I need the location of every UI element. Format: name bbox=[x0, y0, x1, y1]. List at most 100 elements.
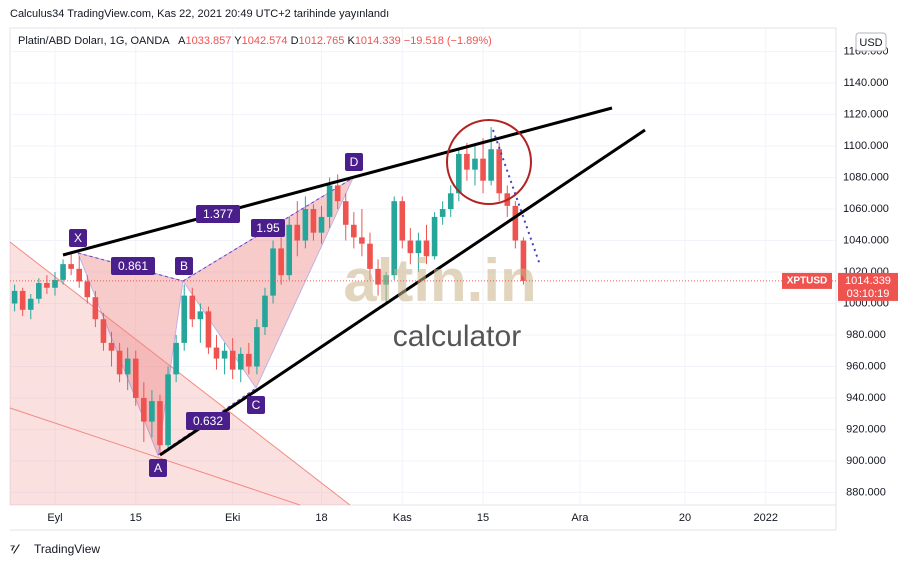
candle-body bbox=[27, 298, 34, 310]
annotation-box bbox=[149, 459, 167, 477]
currency: USD bbox=[859, 37, 882, 49]
candle-body bbox=[205, 311, 212, 348]
candle-body bbox=[229, 350, 236, 370]
candle-body bbox=[431, 216, 438, 257]
y-tick-label: 1140.000 bbox=[843, 77, 888, 89]
y-tick-label: 1120.000 bbox=[843, 108, 888, 120]
candle-body bbox=[19, 290, 26, 310]
candle-body bbox=[407, 240, 414, 254]
ohlc-value: 1033.857 bbox=[185, 35, 232, 47]
candle-body bbox=[342, 201, 349, 225]
candle-body bbox=[520, 240, 527, 281]
watermark-logo: altin.in bbox=[343, 247, 536, 314]
x-tick-label: 20 bbox=[679, 512, 691, 524]
candle-body bbox=[512, 205, 519, 241]
candle-body bbox=[294, 224, 301, 241]
y-tick-label: 1100.000 bbox=[843, 140, 888, 152]
candle-body bbox=[116, 350, 123, 375]
annotation-box bbox=[111, 257, 155, 275]
candle-body bbox=[278, 248, 284, 276]
annotation: 1.95 bbox=[256, 221, 280, 235]
candle-body bbox=[213, 347, 220, 359]
candle-body bbox=[375, 268, 381, 285]
ohlc-value: 1014.339 bbox=[354, 35, 401, 47]
y-tick-label: 1080.000 bbox=[843, 171, 889, 183]
candle-body bbox=[132, 358, 139, 398]
annotation-box bbox=[251, 219, 285, 237]
x-tick-label: 15 bbox=[477, 512, 489, 524]
axes: 880.000 900.000 920.000 940.000 960.000 980.0… bbox=[10, 46, 898, 524]
candle-body bbox=[100, 319, 107, 343]
candle-body bbox=[447, 193, 454, 210]
x-tick-label: 15 bbox=[130, 512, 142, 524]
symbol-label: XPTUSD bbox=[787, 276, 828, 287]
annotation-box bbox=[345, 153, 363, 171]
candle-body bbox=[197, 311, 204, 320]
y-tick-label: 1060.000 bbox=[843, 203, 889, 215]
footer: TradingView bbox=[34, 542, 100, 556]
annotation: B bbox=[180, 259, 188, 273]
candle-body bbox=[108, 342, 115, 351]
price-box bbox=[838, 272, 898, 301]
candle-body bbox=[11, 290, 18, 304]
candle-body bbox=[60, 264, 66, 280]
candle-body bbox=[302, 209, 309, 241]
annotation: 0.861 bbox=[118, 259, 148, 273]
candle-body bbox=[383, 275, 389, 285]
annotation: C bbox=[252, 398, 261, 412]
highlight-circle bbox=[446, 119, 532, 205]
candle-body bbox=[359, 237, 365, 244]
watermark-text: calculator bbox=[393, 320, 521, 353]
candle-body bbox=[439, 209, 446, 217]
change: −19.518 (−1.89%) bbox=[403, 35, 492, 47]
y-tick-label: 940.000 bbox=[846, 392, 886, 404]
y-tick-label: 920.000 bbox=[846, 423, 886, 435]
symbol-title: Platin/ABD Doları, 1G, OANDA bbox=[18, 35, 170, 47]
x-tick-label: Kas bbox=[393, 512, 412, 524]
y-tick-label: 980.000 bbox=[846, 329, 886, 341]
annotation: 0.632 bbox=[193, 414, 223, 428]
candle-body bbox=[36, 283, 42, 299]
candle-body bbox=[92, 297, 99, 320]
candle-body bbox=[52, 279, 58, 288]
currency-box bbox=[855, 32, 887, 52]
candle-body bbox=[76, 268, 83, 282]
candle-body bbox=[254, 327, 260, 367]
candle-body bbox=[391, 201, 398, 276]
legend: Platin/ABD Doları, 1G, OANDA A1033.857 Y… bbox=[18, 35, 492, 47]
ohlc-label: A bbox=[178, 35, 186, 47]
annotations: X A B C D 0.861 1.377 1.95 0.632 bbox=[69, 153, 363, 477]
candles bbox=[11, 127, 527, 454]
candle-body bbox=[270, 248, 276, 296]
candle-body bbox=[310, 209, 317, 233]
y-tick-label: 960.000 bbox=[846, 360, 886, 372]
x-tick-label: Ara bbox=[571, 512, 589, 524]
candle-body bbox=[488, 149, 494, 181]
candle-body bbox=[221, 350, 228, 359]
ohlc-label: Y bbox=[234, 35, 242, 47]
candle-body bbox=[262, 295, 268, 328]
candle-body bbox=[423, 240, 430, 257]
candle-body bbox=[415, 240, 422, 254]
candle-body bbox=[181, 295, 188, 343]
countdown: 03:10:19 bbox=[847, 288, 890, 300]
candle-body bbox=[44, 283, 50, 288]
candle-body bbox=[165, 374, 171, 446]
ohlc-label: D bbox=[290, 35, 299, 47]
ohlc-value: 1012.765 bbox=[298, 35, 345, 47]
candle-body bbox=[472, 158, 478, 170]
channel-line bbox=[9, 241, 351, 506]
x-tick-label: 18 bbox=[315, 512, 327, 524]
last-price: 1014.339 bbox=[845, 275, 891, 287]
x-tick-label: 2022 bbox=[753, 512, 777, 524]
candle-body bbox=[326, 185, 333, 217]
annotation-box bbox=[175, 257, 193, 275]
candle-body bbox=[157, 401, 163, 446]
annotation-box bbox=[186, 412, 230, 430]
candle-body bbox=[124, 358, 131, 375]
candle-body bbox=[68, 264, 74, 269]
trendline bbox=[159, 128, 646, 457]
candle-body bbox=[399, 201, 406, 241]
